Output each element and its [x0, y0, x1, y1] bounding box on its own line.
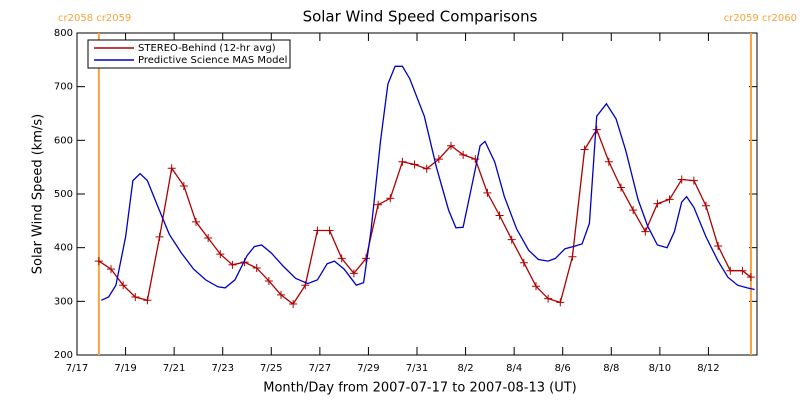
- point-marker: [398, 157, 407, 166]
- point-marker: [252, 264, 261, 273]
- point-marker: [192, 217, 200, 226]
- point-marker: [107, 265, 115, 274]
- point-marker: [519, 258, 528, 267]
- point-marker: [532, 282, 540, 291]
- point-marker: [702, 201, 710, 210]
- x-tick-label: 8/10: [649, 363, 671, 374]
- point-marker: [179, 181, 188, 190]
- point-marker: [592, 125, 601, 134]
- point-marker: [653, 199, 662, 208]
- point-marker: [689, 176, 698, 185]
- point-marker: [325, 226, 334, 235]
- point-marker: [604, 157, 613, 166]
- series-line: [101, 65, 755, 301]
- point-marker: [617, 183, 625, 192]
- point-marker: [313, 226, 322, 235]
- point-marker: [386, 194, 395, 203]
- y-tick-label: 700: [54, 82, 73, 93]
- point-marker: [556, 298, 565, 307]
- point-marker: [289, 300, 298, 309]
- point-marker: [580, 145, 589, 154]
- point-marker: [228, 260, 237, 269]
- x-tick-label: 7/17: [66, 363, 88, 374]
- x-tick-label: 8/2: [458, 363, 474, 374]
- point-marker: [264, 276, 273, 285]
- y-tick-label: 500: [54, 189, 73, 200]
- x-tick-label: 7/31: [406, 363, 428, 374]
- point-marker: [629, 206, 638, 215]
- y-axis-label: Solar Wind Speed (km/s): [31, 114, 46, 274]
- y-tick-label: 800: [54, 28, 73, 39]
- point-marker: [677, 175, 686, 184]
- y-tick-label: 200: [54, 350, 73, 361]
- carrington-label: cr2058 cr2059: [58, 13, 131, 24]
- point-marker: [155, 232, 164, 241]
- x-tick-label: 7/25: [260, 363, 282, 374]
- point-marker: [422, 164, 431, 173]
- y-tick-label: 600: [54, 135, 73, 146]
- y-tick-label: 400: [54, 243, 73, 254]
- point-marker: [349, 269, 358, 278]
- x-axis-label: Month/Day from 2007-07-17 to 2007-08-13 …: [263, 381, 576, 396]
- y-tick-label: 300: [54, 296, 73, 307]
- point-marker: [665, 195, 674, 204]
- point-marker: [143, 296, 152, 305]
- legend-label: STEREO-Behind (12-hr avg): [138, 43, 276, 54]
- x-tick-label: 7/21: [163, 363, 185, 374]
- point-marker: [507, 235, 516, 244]
- legend-box: [87, 39, 291, 69]
- chart-title: Solar Wind Speed Comparisons: [303, 8, 538, 26]
- point-marker: [337, 254, 346, 263]
- point-marker: [119, 281, 128, 290]
- point-marker: [277, 290, 285, 299]
- x-tick-label: 7/23: [211, 363, 233, 374]
- point-marker: [447, 141, 455, 150]
- point-marker: [459, 150, 468, 159]
- point-marker: [94, 257, 103, 266]
- point-marker: [362, 254, 370, 263]
- x-tick-label: 7/29: [357, 363, 379, 374]
- point-marker: [568, 252, 577, 261]
- point-marker: [374, 200, 383, 209]
- x-tick-label: 8/6: [555, 363, 571, 374]
- x-tick-label: 7/27: [309, 363, 331, 374]
- x-tick-label: 8/12: [697, 363, 719, 374]
- carrington-label: cr2059 cr2060: [724, 13, 797, 24]
- point-marker: [216, 250, 225, 259]
- point-marker: [495, 211, 504, 220]
- point-marker: [483, 188, 492, 197]
- x-tick-label: 7/19: [114, 363, 136, 374]
- point-marker: [641, 227, 650, 236]
- point-marker: [746, 273, 755, 282]
- point-marker: [410, 160, 419, 169]
- point-marker: [714, 242, 723, 251]
- x-tick-label: 8/4: [506, 363, 522, 374]
- legend-label: Predictive Science MAS Model: [138, 55, 287, 66]
- point-marker: [434, 155, 443, 164]
- point-marker: [544, 294, 553, 303]
- x-tick-label: 8/8: [603, 363, 619, 374]
- point-marker: [726, 266, 735, 275]
- point-marker: [167, 164, 176, 173]
- point-marker: [738, 266, 747, 275]
- point-marker: [131, 293, 140, 302]
- point-marker: [204, 234, 213, 243]
